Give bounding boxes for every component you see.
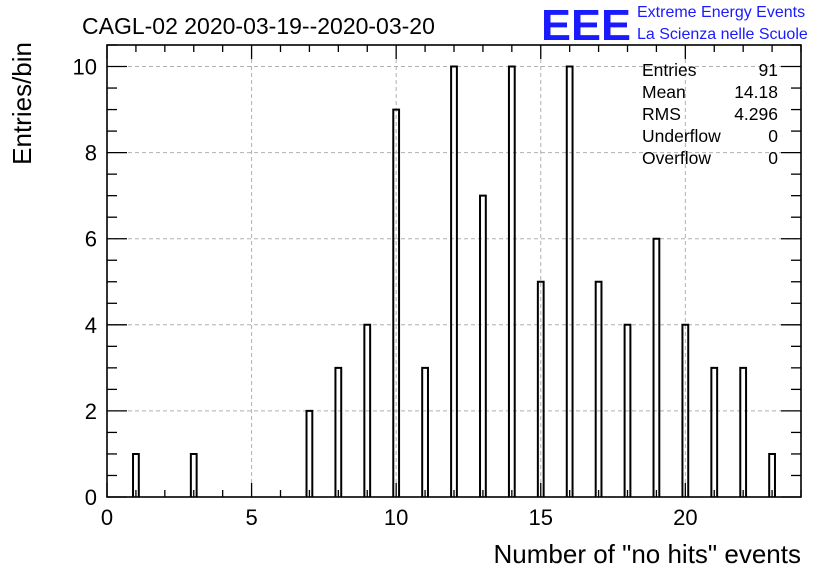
stats-label: Overflow [642, 148, 711, 168]
histogram-bar [594, 280, 603, 497]
histogram-bar [450, 65, 458, 497]
stats-value: 0 [768, 126, 778, 146]
x-tick-label: 5 [245, 505, 257, 530]
stats-value: 14.18 [734, 82, 778, 102]
histogram-bar [652, 237, 661, 497]
logo-letters: EEE [541, 1, 631, 50]
chart-title: CAGL-02 2020-03-19--2020-03-20 [82, 13, 435, 39]
grid-lines [107, 45, 801, 497]
x-tick-label: 0 [101, 505, 113, 530]
axis-ticks: 0 5 10 15 20 0 2 4 6 8 10 [73, 44, 802, 530]
histogram-bar [132, 452, 140, 497]
histogram-bar [363, 323, 372, 497]
x-axis-label: Number of "no hits" events [494, 539, 802, 569]
stats-label: Mean [642, 82, 686, 102]
y-tick-label: 6 [85, 227, 97, 252]
stats-value: 4.296 [734, 104, 778, 124]
stats-value: 0 [768, 148, 778, 168]
histogram-bar [507, 65, 516, 497]
y-tick-label: 4 [85, 313, 97, 338]
logo-line-1: Extreme Energy Events [637, 4, 805, 21]
y-tick-label: 2 [85, 399, 97, 424]
histogram-bar [421, 366, 429, 497]
histogram-bar [739, 366, 748, 497]
stats-box: Entries 91 Mean 14.18 RMS 4.296 Underflow 0 Over… [642, 60, 778, 168]
histogram-bar [623, 323, 632, 497]
x-tick-label: 10 [384, 505, 408, 530]
stats-label: RMS [642, 104, 681, 124]
histogram-bar [334, 366, 343, 497]
x-tick-label: 15 [529, 505, 553, 530]
histogram-bar [768, 452, 776, 497]
histogram-bar [681, 323, 690, 497]
x-tick-label: 20 [673, 505, 697, 530]
histogram-bar [479, 194, 487, 497]
histogram-bar [565, 65, 574, 497]
histogram-bar [189, 452, 198, 497]
plot-frame [106, 44, 802, 498]
histogram-bar [392, 108, 401, 497]
y-tick-label: 10 [73, 55, 97, 80]
histogram-bars [132, 65, 776, 497]
logo-line-2: La Scienza nelle Scuole [637, 26, 808, 43]
histogram-bar [305, 409, 314, 497]
histogram-bar [536, 280, 545, 497]
stats-label: Entries [642, 60, 697, 80]
histogram-bar [710, 366, 719, 497]
y-tick-label: 0 [85, 485, 97, 510]
stats-label: Underflow [642, 126, 721, 146]
y-tick-label: 8 [85, 141, 97, 166]
y-axis-label: Entries/bin [7, 42, 37, 165]
stats-value: 91 [759, 60, 778, 80]
eee-logo: EEE Extreme Energy Events La Scienza nel… [541, 1, 808, 50]
